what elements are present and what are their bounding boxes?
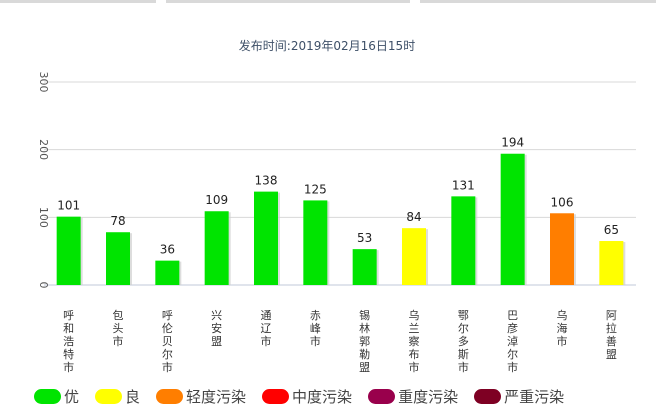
x-tick-label: 鄂尔多斯市 (458, 309, 469, 374)
bar (500, 153, 525, 285)
legend-swatch (95, 389, 123, 404)
tab-strip-middle (166, 0, 410, 3)
chart-subtitle: 发布时间:2019年02月16日15时 (239, 38, 415, 53)
legend-swatch (156, 389, 184, 404)
data-label: 109 (205, 193, 228, 207)
y-tick-label: 200 (37, 139, 50, 160)
bar (56, 216, 81, 285)
bar (254, 191, 278, 285)
data-label: 36 (160, 243, 175, 257)
legend-item[interactable]: 重度污染 (368, 386, 458, 407)
y-axis-ticks: 0 100 200 300 (37, 72, 50, 289)
x-tick-label: 呼伦贝尔市 (162, 309, 173, 374)
data-label: 65 (604, 223, 619, 237)
legend-item[interactable]: 良 (95, 386, 140, 407)
x-tick-label: 乌海市 (557, 308, 568, 348)
bar (451, 196, 476, 285)
legend-item[interactable]: 严重污染 (474, 386, 564, 407)
bars (56, 153, 626, 285)
legend-item[interactable]: 优 (34, 386, 79, 407)
legend: 优 良 轻度污染 中度污染 重度污染 严重污染 (34, 386, 580, 407)
bar (106, 232, 130, 285)
grid-lines (44, 81, 636, 286)
x-tick-label: 通辽市 (261, 309, 272, 348)
legend-swatch (474, 389, 502, 404)
data-label: 106 (551, 195, 574, 209)
data-label: 131 (452, 178, 475, 192)
bar (599, 241, 624, 285)
legend-label: 优 (64, 388, 80, 406)
bar (204, 211, 229, 285)
bar (402, 228, 426, 285)
x-tick-label: 包头市 (113, 309, 124, 348)
y-tick-label: 100 (37, 207, 50, 228)
legend-swatch (262, 389, 290, 404)
bar (155, 260, 180, 285)
bar (352, 249, 377, 285)
x-axis-labels: 呼和浩特市 包头市 呼伦贝尔市 兴安盟 通辽市 赤峰市 锡林郭勒盟 乌兰察布市 鄂尔多斯市 巴彦淖… (63, 308, 617, 374)
legend-swatch (34, 389, 61, 404)
legend-swatch (368, 389, 396, 404)
bar (303, 200, 328, 285)
x-tick-label: 兴安盟 (211, 309, 222, 348)
x-tick-label: 呼和浩特市 (63, 309, 74, 374)
legend-label: 中度污染 (292, 388, 353, 406)
data-label: 101 (57, 199, 80, 213)
tab-strip-right (420, 0, 656, 3)
bar (550, 213, 574, 285)
x-tick-label: 赤峰市 (310, 309, 321, 348)
legend-label: 严重污染 (504, 388, 565, 406)
data-label: 78 (110, 214, 125, 228)
y-tick-label: 0 (37, 282, 50, 289)
legend-item[interactable]: 轻度污染 (156, 386, 246, 407)
y-tick-label: 300 (37, 72, 50, 93)
data-label: 194 (501, 136, 524, 150)
data-label: 138 (255, 174, 278, 188)
data-label: 84 (406, 210, 421, 224)
data-label: 125 (304, 182, 327, 196)
data-label: 53 (357, 231, 372, 245)
data-labels: 101 78 36 109 138 125 53 84 131 194 106 65 (57, 136, 619, 257)
tab-strip-left (0, 0, 156, 3)
x-tick-label: 巴彦淖尔市 (507, 309, 518, 374)
legend-label: 重度污染 (398, 388, 459, 406)
x-tick-label: 阿拉善盟 (606, 309, 617, 361)
legend-item[interactable]: 中度污染 (262, 386, 352, 407)
x-tick-label: 锡林郭勒盟 (359, 308, 370, 374)
legend-label: 良 (125, 388, 141, 406)
legend-label: 轻度污染 (186, 388, 247, 406)
x-tick-label: 乌兰察布市 (409, 308, 420, 374)
